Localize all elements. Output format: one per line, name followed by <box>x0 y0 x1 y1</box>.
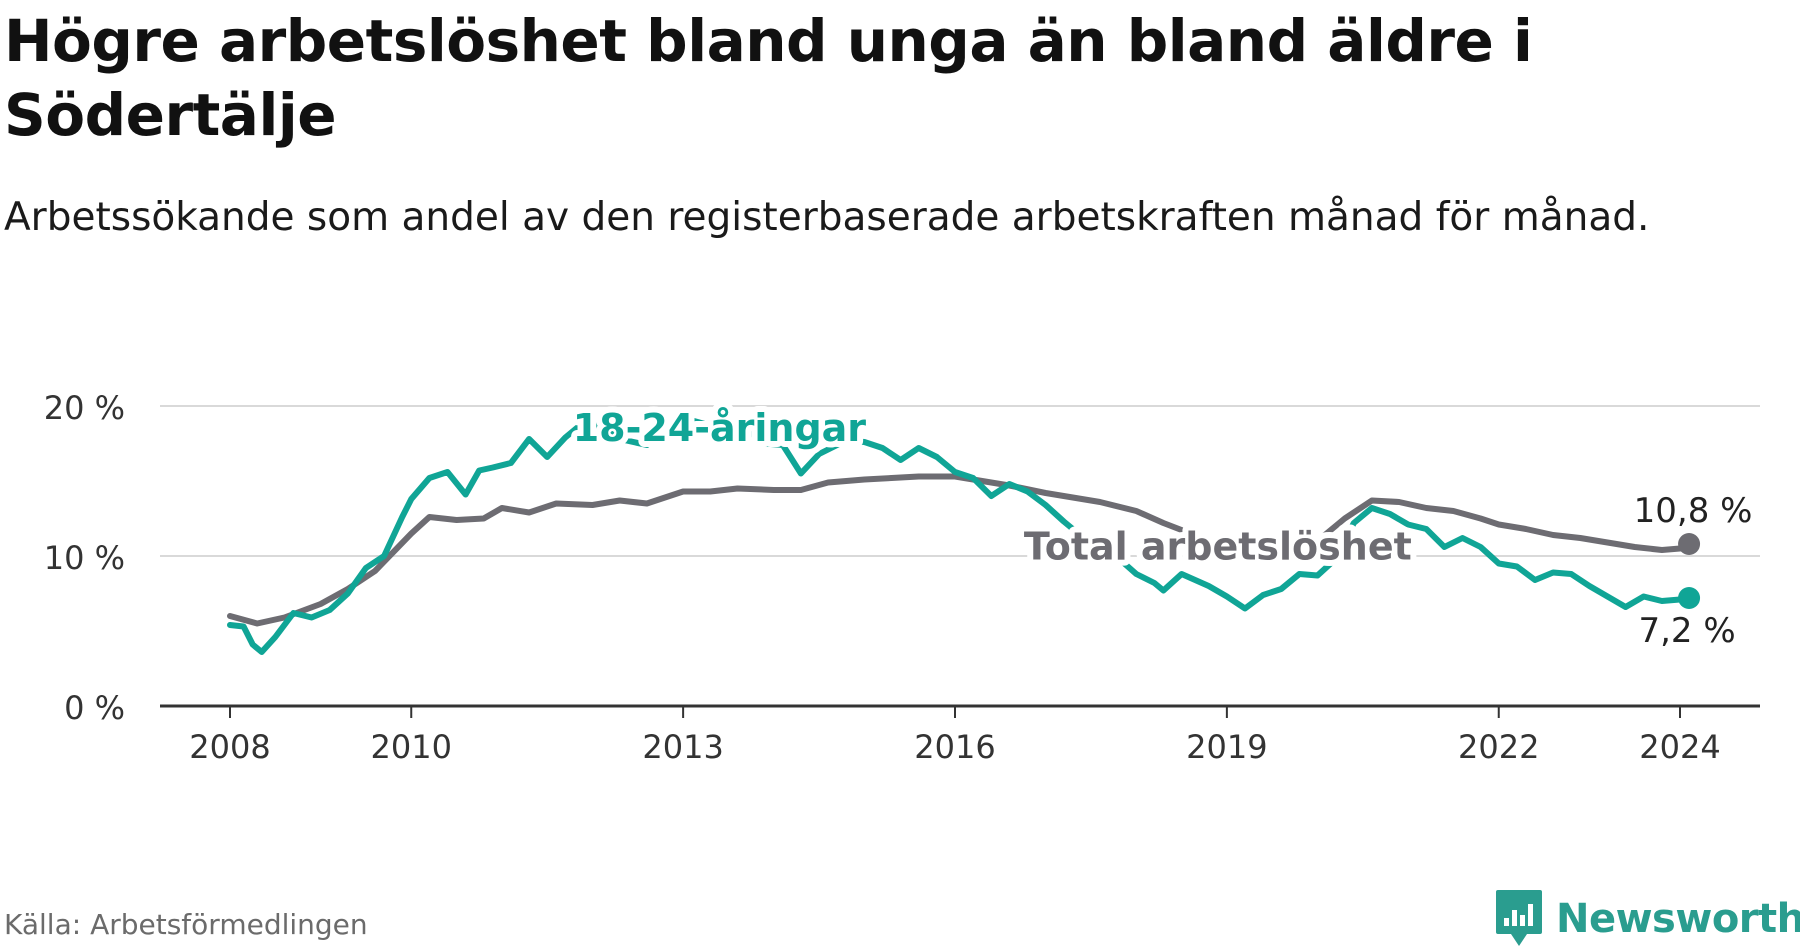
series-name-total-halo: Total arbetslöshet <box>1024 525 1412 569</box>
chart-subtitle: Arbetssökande som andel av den registerb… <box>4 195 1650 240</box>
newsworthy-logo-icon <box>1496 890 1542 946</box>
series-name-total: Total arbetslöshet <box>1024 525 1412 569</box>
x-tick-label: 2008 <box>189 728 270 766</box>
y-axis-tick-labels: 0 % 10 % 20 % <box>44 389 125 727</box>
series-line-youth <box>227 415 1693 655</box>
series-name-youth-halo: 18-24-åringar <box>573 406 867 450</box>
gridlines <box>160 405 1760 557</box>
brand-name: Newsworthy <box>1556 896 1800 942</box>
chart-title: Högre arbetslöshet bland unga än bland ä… <box>4 7 1533 149</box>
x-tick-label: 2024 <box>1639 728 1720 766</box>
y-tick-label: 0 % <box>64 689 125 727</box>
end-point-total <box>1678 533 1701 555</box>
x-tick-label: 2010 <box>371 728 452 766</box>
series-name-youth: 18-24-åringar <box>573 406 867 450</box>
series-lines <box>227 415 1701 655</box>
source-note: Källa: Arbetsförmedlingen <box>4 908 368 941</box>
end-point-youth <box>1678 587 1701 609</box>
x-tick-label: 2013 <box>642 728 723 766</box>
x-axis: 2008 2010 2013 2016 2019 2022 2024 <box>160 704 1760 766</box>
brand-logo[interactable]: Newsworthy <box>1494 888 1800 950</box>
x-tick-label: 2016 <box>914 728 995 766</box>
series-line-total <box>227 473 1693 627</box>
end-label-total: 10,8 % <box>1634 491 1753 531</box>
y-tick-label: 10 % <box>44 539 125 577</box>
y-tick-label: 20 % <box>44 389 125 427</box>
x-tick-label: 2022 <box>1458 728 1539 766</box>
end-label-youth: 7,2 % <box>1638 611 1735 651</box>
x-tick-label: 2019 <box>1186 728 1267 766</box>
